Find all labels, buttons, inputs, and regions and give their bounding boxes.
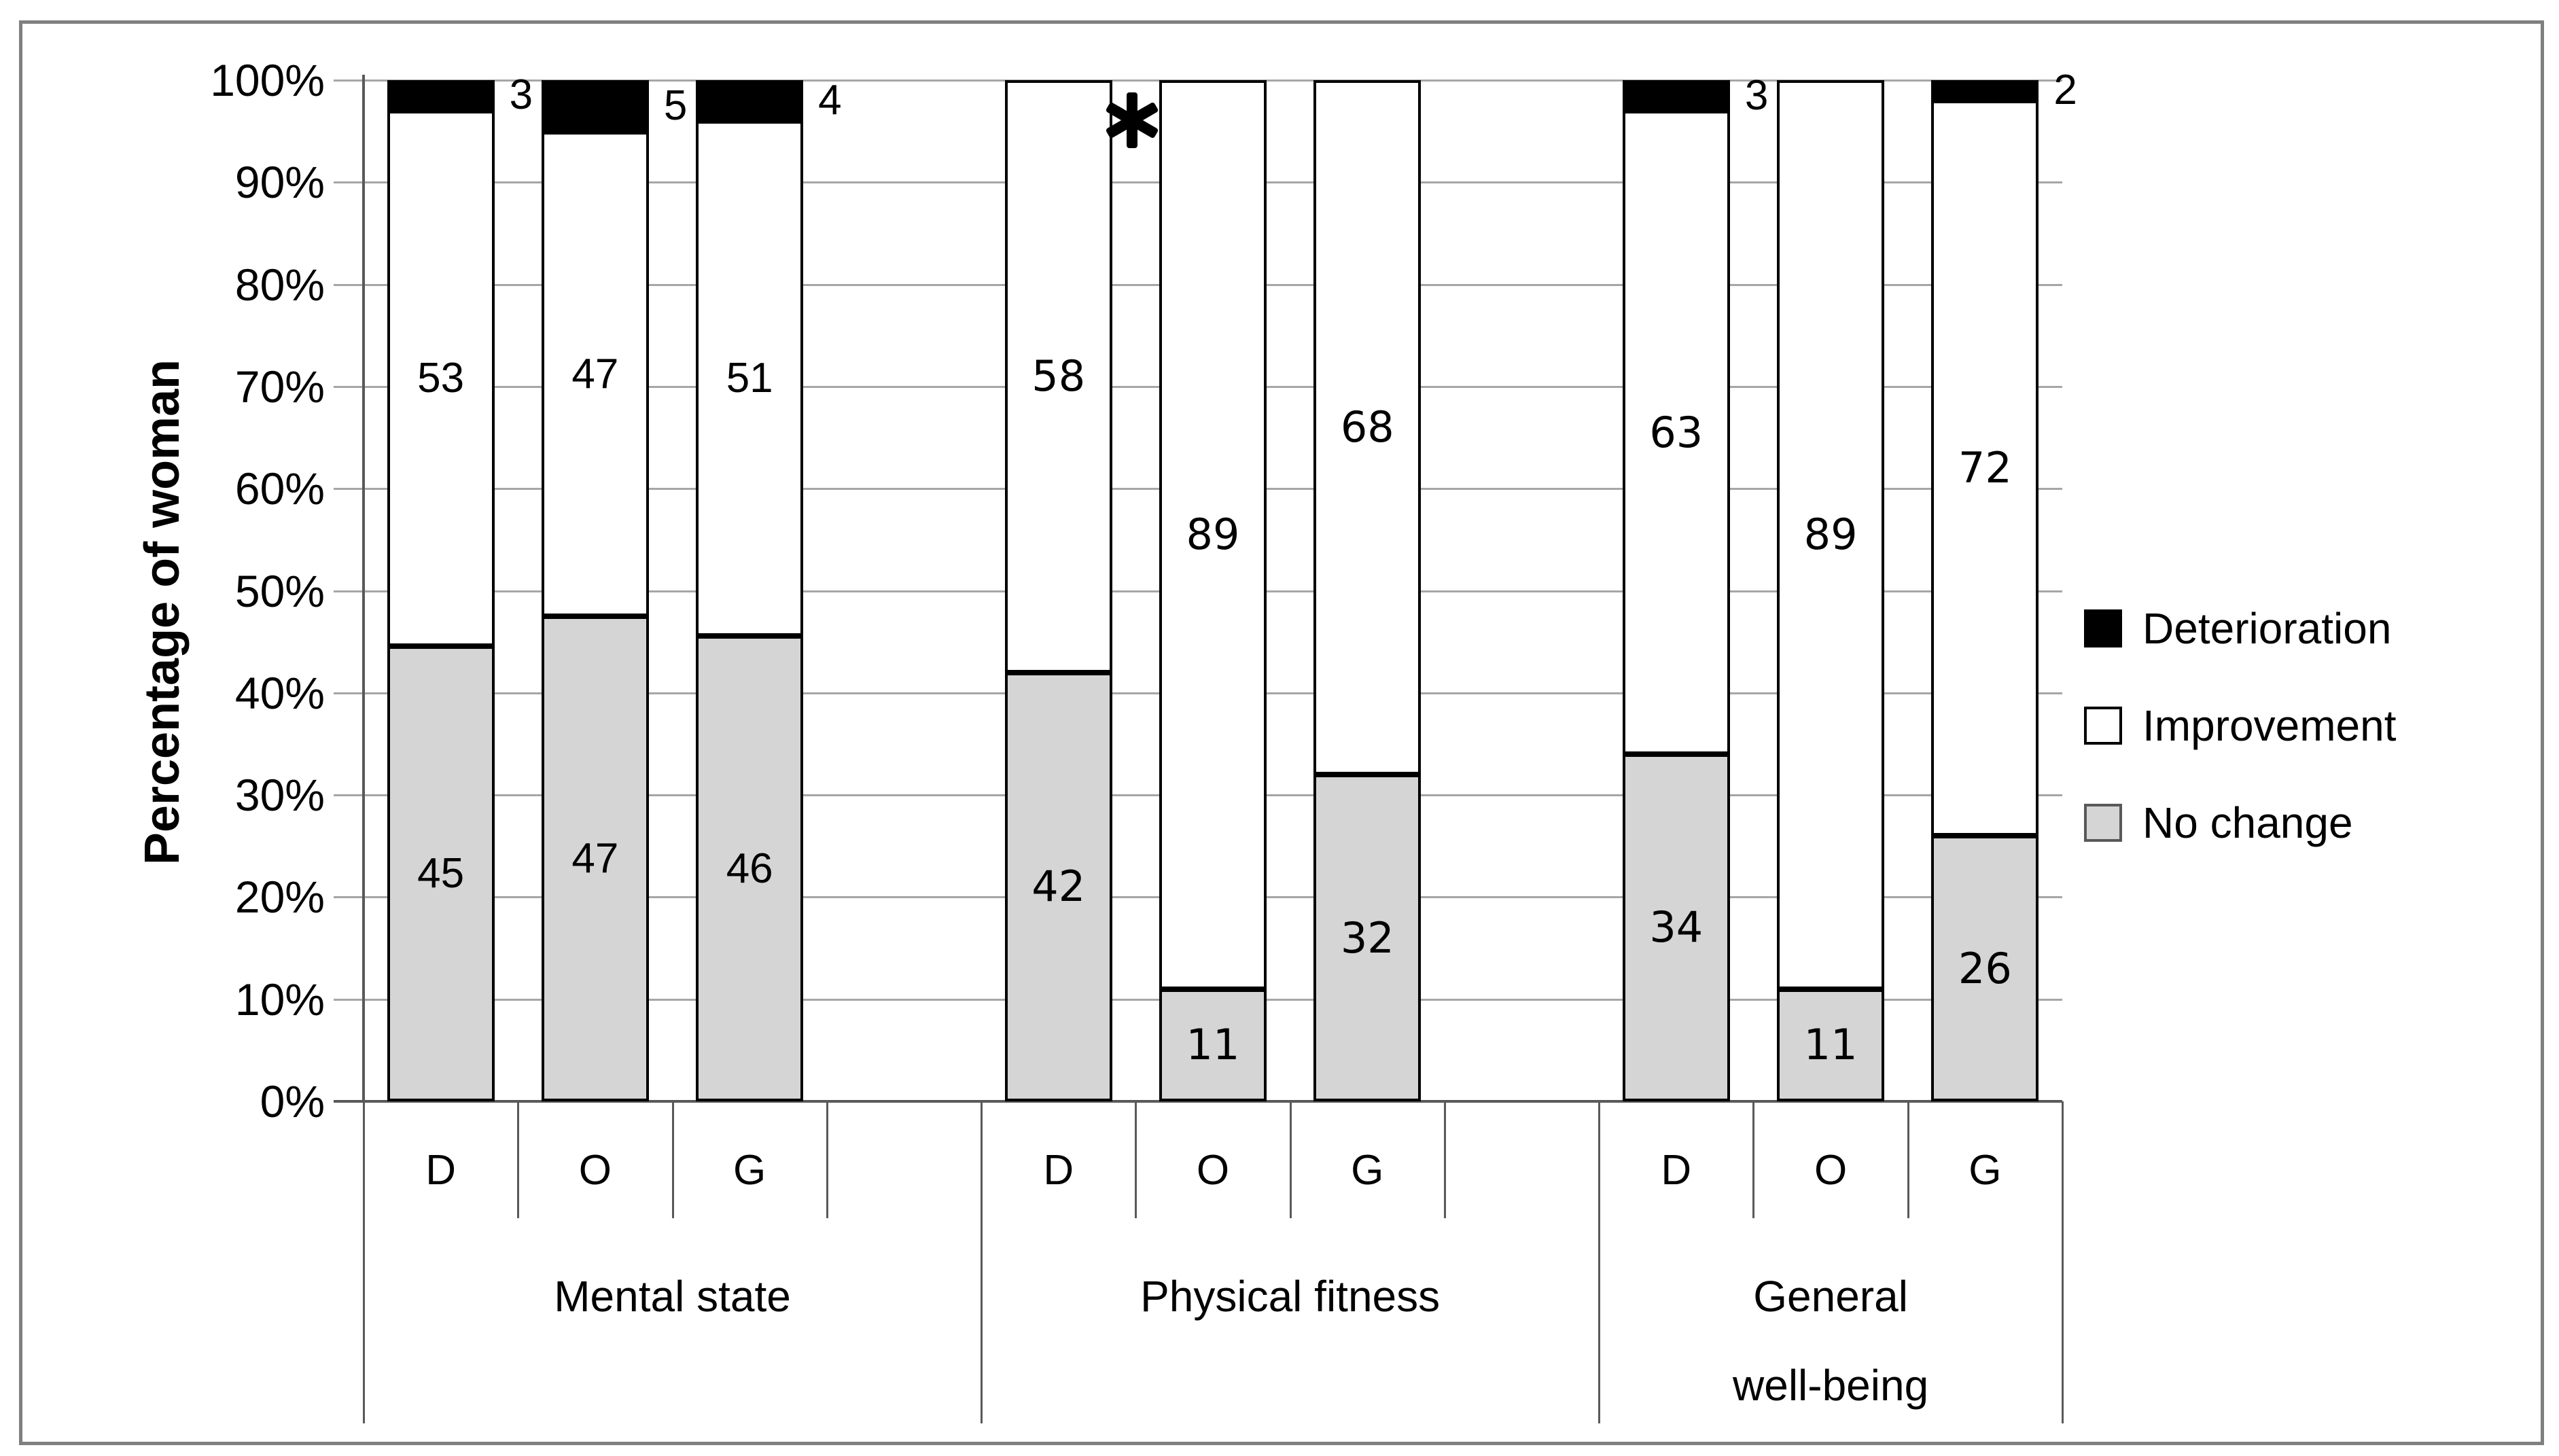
y-tick-label: 80%	[234, 259, 325, 310]
bar-segment-improvement	[1777, 80, 1885, 989]
bar-segment-deterioration	[541, 80, 649, 132]
y-tick-label: 20%	[234, 872, 325, 923]
no-change-value-label: 46	[726, 845, 773, 892]
bar-segment-no-change	[1004, 672, 1112, 1101]
category-tick-label: G	[1351, 1147, 1384, 1194]
bar-segment-improvement	[541, 131, 649, 617]
bar-segment-deterioration	[696, 80, 804, 121]
bar-segment-no-change	[1159, 989, 1267, 1101]
no-change-value-label: 11	[1803, 1020, 1858, 1070]
deterioration-value-label: 4	[818, 76, 842, 124]
legend-label: Improvement	[2142, 701, 2397, 750]
category-tick-label: D	[425, 1147, 457, 1194]
category-separator-tick	[826, 1101, 828, 1218]
y-tick-label: 100%	[210, 55, 325, 105]
bar-segment-improvement	[696, 120, 804, 637]
bar-segment-no-change	[1622, 753, 1730, 1101]
improvement-value-label: 51	[726, 354, 773, 402]
bar-segment-no-change	[1931, 836, 2039, 1101]
bar-segment-deterioration	[1622, 80, 1730, 111]
chart-frame: Percentage of woman Deterioration Improve…	[19, 20, 2544, 1445]
no-change-value-label: 32	[1340, 912, 1394, 963]
y-tick-label: 70%	[234, 361, 325, 412]
legend-item: Improvement	[2084, 694, 2396, 757]
bar-segment-deterioration	[1931, 80, 2039, 101]
group-divider	[2062, 1101, 2064, 1423]
category-tick-label: D	[1043, 1147, 1074, 1194]
x-axis-line	[334, 1100, 2062, 1103]
category-separator-tick	[1289, 1101, 1292, 1218]
deterioration-value-label: 2	[2053, 67, 2077, 114]
group-label: Physical fitness	[1140, 1272, 1441, 1321]
category-separator-tick	[1443, 1101, 1446, 1218]
bar-segment-no-change	[1313, 775, 1422, 1101]
category-separator-tick	[1135, 1101, 1137, 1218]
improvement-value-label: 89	[1186, 509, 1240, 559]
category-tick-label: G	[1969, 1147, 2002, 1194]
improvement-value-label: 47	[571, 350, 619, 397]
no-change-value-label: 26	[1958, 943, 2012, 993]
category-tick-label: G	[733, 1147, 766, 1194]
legend-label: No change	[2142, 798, 2353, 847]
legend-item: Deterioration	[2084, 597, 2391, 660]
group-divider	[1598, 1101, 1601, 1423]
deterioration-value-label: 5	[663, 82, 688, 129]
y-tick-label: 0%	[260, 1076, 325, 1126]
category-tick-label: O	[1196, 1147, 1230, 1194]
category-tick-label: O	[578, 1147, 612, 1194]
group-divider	[981, 1101, 983, 1423]
y-tick-label: 10%	[234, 974, 325, 1025]
bar-segment-improvement	[1159, 80, 1267, 989]
improvement-value-label: 63	[1649, 407, 1704, 457]
group-divider	[363, 1101, 365, 1423]
group-label: General	[1753, 1272, 1908, 1321]
category-separator-tick	[671, 1101, 674, 1218]
legend-swatch-no-change	[2084, 804, 2122, 842]
no-change-value-label: 47	[571, 835, 619, 883]
y-tick-label: 40%	[234, 667, 325, 718]
bar-segment-improvement	[387, 110, 495, 647]
improvement-value-label: 72	[1958, 443, 2012, 493]
significance-asterisk	[1104, 92, 1161, 149]
deterioration-value-label: 3	[509, 71, 533, 119]
bar-segment-no-change	[387, 646, 495, 1101]
y-tick-label: 60%	[234, 463, 325, 514]
y-axis-line	[362, 75, 365, 1101]
improvement-value-label: 53	[417, 354, 465, 402]
improvement-value-label: 58	[1031, 351, 1086, 401]
y-tick-label: 50%	[234, 565, 325, 616]
bar-segment-deterioration	[387, 80, 495, 111]
bar-segment-no-change	[1777, 989, 1885, 1101]
bar-segment-improvement	[1931, 101, 2039, 836]
category-separator-tick	[517, 1101, 520, 1218]
group-label: Mental state	[554, 1272, 791, 1321]
bar-segment-no-change	[541, 616, 649, 1101]
no-change-value-label: 45	[417, 850, 465, 898]
category-tick-label: D	[1661, 1147, 1692, 1194]
no-change-value-label: 11	[1186, 1020, 1240, 1070]
y-tick-label: 30%	[234, 770, 325, 821]
legend-label: Deterioration	[2142, 604, 2392, 653]
category-separator-tick	[1907, 1101, 1909, 1218]
y-tick-label: 90%	[234, 157, 325, 208]
bar-segment-improvement	[1622, 111, 1730, 754]
no-change-value-label: 34	[1649, 902, 1704, 953]
bar-segment-improvement	[1004, 80, 1112, 673]
bar-segment-no-change	[696, 636, 804, 1101]
deterioration-value-label: 3	[1744, 71, 1769, 119]
legend-swatch-improvement	[2084, 707, 2122, 745]
bar-segment-improvement	[1313, 80, 1422, 775]
no-change-value-label: 42	[1031, 862, 1086, 912]
legend-item: No change	[2084, 792, 2353, 854]
group-label: well-being	[1733, 1361, 1929, 1410]
improvement-value-label: 68	[1340, 402, 1394, 452]
category-separator-tick	[1752, 1101, 1755, 1218]
category-tick-label: O	[1814, 1147, 1848, 1194]
legend-swatch-deterioration	[2084, 609, 2122, 647]
improvement-value-label: 89	[1803, 509, 1858, 559]
